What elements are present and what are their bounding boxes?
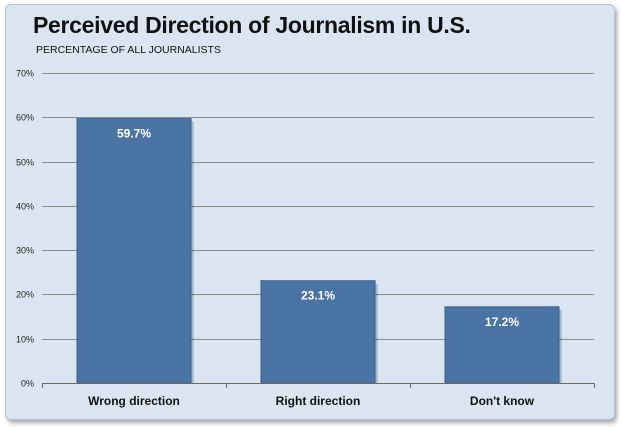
- data-labels: 59.7% 23.1% 17.2%: [117, 127, 519, 329]
- y-tick-label: 50%: [16, 158, 34, 168]
- chart-title: Perceived Direction of Journalism in U.S…: [33, 12, 471, 38]
- x-category-label: Right direction: [276, 394, 361, 408]
- x-category-label: Wrong direction: [88, 394, 180, 408]
- y-tick-label: 10%: [16, 335, 34, 345]
- y-axis-tick-labels: 0% 10% 20% 30% 40% 50% 60% 70%: [16, 69, 34, 389]
- x-axis: [42, 383, 595, 388]
- y-tick-label: 20%: [16, 290, 34, 300]
- chart-subtitle: PERCENTAGE OF ALL JOURNALISTS: [36, 44, 221, 56]
- bar: [76, 118, 192, 384]
- x-category-label: Don't know: [470, 394, 535, 408]
- y-tick-label: 60%: [16, 113, 34, 123]
- x-axis-category-labels: Wrong direction Right direction Don't know: [88, 394, 535, 408]
- y-tick-label: 30%: [16, 246, 34, 256]
- bar-value-label: 17.2%: [485, 315, 519, 329]
- y-tick-label: 0%: [21, 379, 34, 389]
- bar-value-label: 23.1%: [301, 289, 335, 303]
- bar-value-label: 59.7%: [117, 127, 151, 141]
- y-tick-label: 40%: [16, 202, 34, 212]
- bars: [76, 118, 563, 384]
- y-tick-label: 70%: [16, 69, 34, 79]
